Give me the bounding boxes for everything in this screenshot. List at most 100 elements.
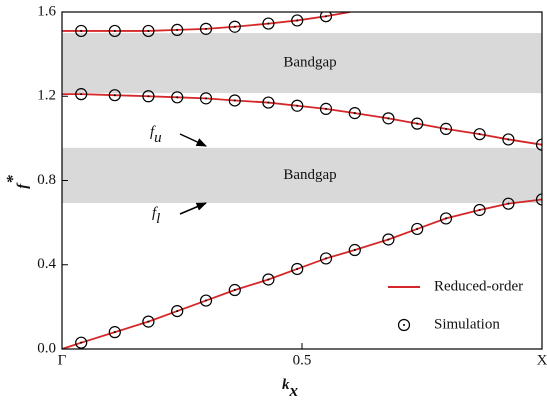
marker-dot	[205, 299, 207, 302]
y-axis-label: f*	[3, 175, 32, 189]
y-label-superscript: *	[3, 175, 22, 184]
arrow	[179, 133, 207, 147]
marker-dot	[80, 29, 83, 32]
sim-point	[348, 106, 361, 120]
sim-point	[439, 212, 453, 225]
marker-dot	[507, 138, 510, 141]
x-tick-label: X	[537, 352, 547, 368]
legend-label: Reduced-order	[434, 278, 523, 294]
marker-dot	[147, 320, 150, 323]
marker-dot	[147, 95, 150, 98]
sim-point	[75, 24, 88, 38]
y-tick-label: 0.4	[37, 256, 56, 272]
annotation: fl	[152, 205, 160, 227]
marker-ring	[199, 294, 213, 307]
sim-point	[75, 88, 88, 101]
sim-point	[382, 112, 395, 125]
marker-ring	[319, 12, 333, 23]
sim-point	[319, 252, 333, 265]
sim-point	[439, 122, 453, 135]
annotation-text: f	[152, 205, 158, 221]
marker-ring	[262, 273, 275, 286]
marker-dot	[387, 238, 390, 241]
sim-point	[199, 294, 213, 307]
band-label: Bandgap	[283, 167, 336, 183]
marker-dot	[205, 27, 207, 30]
marker-dot	[267, 101, 270, 104]
annotation-text: f	[150, 124, 156, 140]
legend-swatch	[403, 324, 405, 326]
band-label: Bandgap	[283, 55, 336, 71]
x-label-text: k	[282, 377, 290, 393]
marker-dot	[445, 217, 447, 220]
sim-point	[411, 117, 424, 130]
marker-dot	[416, 122, 419, 125]
sim-point	[75, 336, 88, 349]
sim-point	[228, 283, 241, 297]
marker-ring	[319, 252, 333, 265]
sim-point	[171, 304, 184, 318]
marker-ring	[108, 326, 121, 339]
marker-dot	[478, 208, 481, 211]
marker-ring	[75, 24, 88, 38]
marker-ring	[142, 315, 155, 328]
bands: Bandgap Bandgap	[62, 33, 542, 204]
sim-point	[108, 326, 121, 339]
sim-point	[142, 90, 155, 103]
marker-ring	[75, 88, 88, 101]
marker-ring	[262, 96, 275, 109]
bandgap	[62, 33, 542, 94]
sim-point	[262, 273, 275, 286]
sim-point	[411, 222, 424, 236]
sim-point	[142, 315, 155, 328]
marker-ring	[348, 106, 361, 120]
marker-ring	[473, 128, 486, 141]
sim-point	[291, 99, 304, 112]
sim-point	[502, 133, 515, 146]
marker-dot	[176, 28, 179, 31]
marker-ring	[535, 138, 542, 151]
sim-point	[228, 94, 241, 107]
marker-ring	[228, 94, 241, 107]
sim-point	[108, 24, 121, 38]
legend: Reduced-order Simulation	[388, 278, 523, 332]
marker-dot	[325, 15, 327, 18]
marker-dot	[80, 93, 83, 96]
curve	[62, 93, 542, 146]
x-label-subscript: x	[289, 381, 299, 400]
marker-ring	[199, 92, 213, 105]
marker-ring	[439, 122, 453, 135]
sim-point	[291, 14, 304, 27]
marker-ring	[291, 99, 304, 112]
sim-point	[319, 12, 333, 23]
marker-ring	[382, 233, 395, 246]
marker-dot	[325, 107, 327, 110]
sim-point	[473, 203, 486, 217]
marker-ring	[473, 203, 486, 217]
marker-dot	[507, 202, 510, 205]
marker-dot	[325, 257, 327, 260]
marker-dot	[113, 94, 116, 97]
marker-dot	[113, 331, 116, 334]
marker-ring	[142, 90, 155, 103]
marker-dot	[176, 310, 179, 313]
sim-point	[262, 96, 275, 109]
annotation-subscript: l	[156, 211, 160, 227]
marker-ring	[439, 212, 453, 225]
sim-point	[348, 243, 361, 257]
marker-dot	[80, 341, 83, 344]
sim-point	[228, 20, 241, 33]
marker-dot	[416, 227, 419, 230]
marker-ring	[108, 89, 121, 102]
marker-ring	[171, 23, 184, 37]
x-tick-label: Γ	[58, 352, 67, 368]
sim-point	[473, 128, 486, 141]
marker-dot	[353, 112, 356, 115]
marker-ring	[228, 20, 241, 33]
y-label-text: f	[15, 182, 31, 189]
marker-ring	[382, 112, 395, 125]
marker-dot	[176, 96, 179, 99]
marker-dot	[387, 117, 390, 120]
marker-dot	[233, 289, 236, 292]
